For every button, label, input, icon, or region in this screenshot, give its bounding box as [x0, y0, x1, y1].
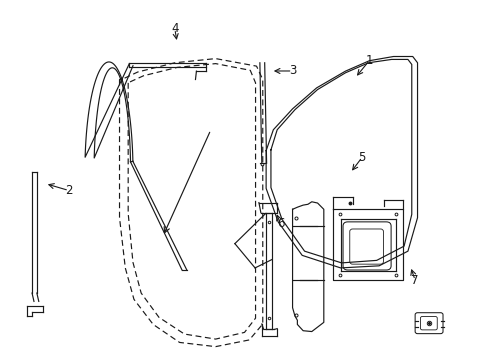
- Text: 7: 7: [410, 274, 418, 287]
- Text: 2: 2: [65, 184, 73, 197]
- Text: 5: 5: [358, 150, 365, 164]
- Text: 6: 6: [276, 217, 284, 230]
- Text: 1: 1: [365, 54, 372, 67]
- Text: 3: 3: [288, 64, 296, 77]
- Text: 4: 4: [171, 22, 178, 35]
